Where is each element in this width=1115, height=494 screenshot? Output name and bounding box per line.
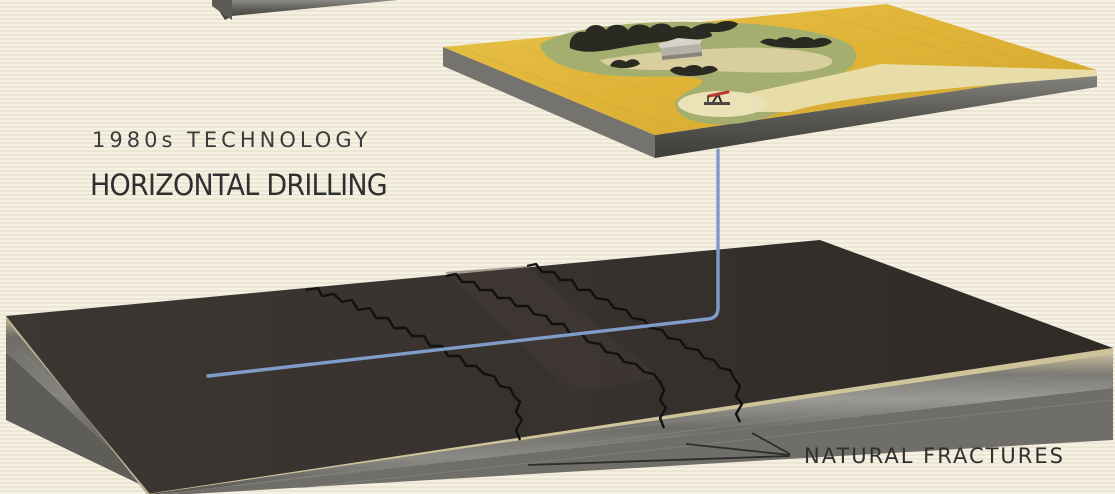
- pumpjack-icon: [704, 90, 730, 105]
- upper-slab-fragment: [212, 0, 398, 20]
- era-subtitle: 1980s TECHNOLOGY: [92, 128, 372, 152]
- formation-top-surface: [6, 240, 1113, 494]
- diagram-title: HORIZONTAL DRILLING: [90, 168, 388, 202]
- natural-fractures-label: NATURAL FRACTURES: [804, 444, 1065, 468]
- horizontal-well-bore: [206, 148, 720, 378]
- surface-farm-slab: [443, 4, 1097, 158]
- farmhouse-icon: [658, 38, 702, 60]
- shale-formation: [6, 240, 1113, 494]
- tree-icon: [569, 21, 832, 76]
- fracture-leader-lines: [527, 432, 791, 466]
